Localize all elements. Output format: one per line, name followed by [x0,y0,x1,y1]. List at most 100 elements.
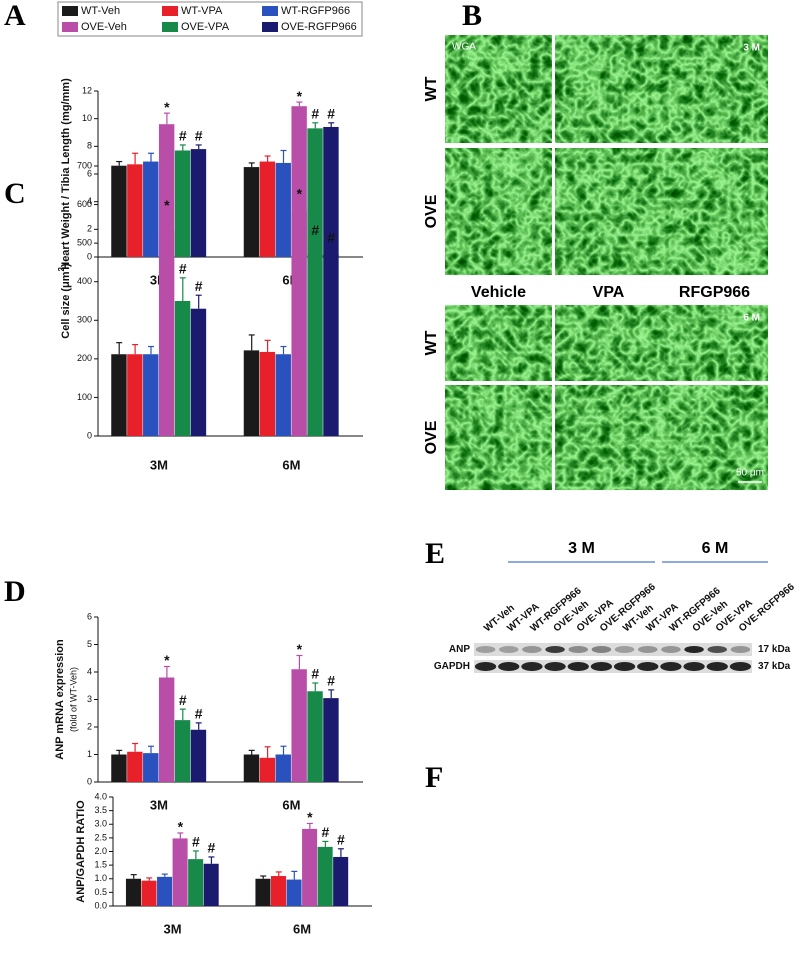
bar [259,351,276,436]
y-tick-label: 3.5 [94,805,107,815]
significance-mark: # [208,840,216,856]
blot-band [591,646,612,653]
blot-band [567,662,589,671]
bar [203,863,219,906]
y-label-text: ANP/GAPDH RATIO [75,800,87,903]
significance-mark: # [321,824,329,840]
significance-mark: # [195,128,203,144]
micrograph [661,385,768,490]
blot-strip [474,643,752,656]
y-tick-label: 2 [87,721,92,731]
panel-label: A [4,0,26,32]
panel-label: B [462,0,482,32]
x-tick-label: 6M [282,797,300,812]
bar [259,161,276,257]
y-tick-label: 0 [87,430,92,440]
y-axis-note: (fold of WT-Veh) [68,667,78,732]
bar [275,162,291,257]
legend-label: WT-RGFP966 [281,5,350,17]
bar [307,691,323,782]
bar [174,720,191,782]
blot-band [683,662,705,671]
legend-swatch [162,6,178,16]
blot-band [498,662,520,671]
micrograph [555,35,662,143]
y-tick-label: 3 [87,694,92,704]
blot-band [475,646,496,653]
micrograph [445,305,552,381]
y-tick-label: 4.0 [94,791,107,801]
x-tick-label: 3M [150,457,168,472]
y-label-suffix: ) [60,263,72,267]
bar-chart: 0 2 4 6 8 10 12 Heart Weight / Tibia Length (mg… [60,78,363,287]
bar [158,124,175,257]
micrograph [661,35,768,143]
bar [188,859,204,906]
time-label: 3 M [743,43,760,54]
blot-size-label: 37 kDa [758,661,791,672]
blot-band [637,662,659,671]
bar [125,878,141,906]
micrograph [555,305,662,381]
legend-swatch [262,6,278,16]
significance-mark: * [164,652,170,668]
y-tick-label: 0.5 [94,887,107,897]
y-tick-label: 100 [77,392,92,402]
legend-box [57,1,363,37]
significance-mark: # [195,278,203,294]
significance-mark: # [311,222,319,238]
bar [143,161,159,257]
bar [190,729,207,782]
y-tick-label: 2.0 [94,846,107,856]
legend-swatch [162,22,178,32]
panel-label: D [4,575,26,608]
panel-label: E [425,537,445,570]
y-label-text: ANP mRNA expression [54,639,66,760]
significance-mark: * [178,819,184,835]
significance-mark: # [311,666,319,682]
bar [291,211,307,436]
blot-band [706,662,728,671]
y-axis-label: ANP/GAPDH RATIO [75,800,87,903]
y-label-text: Heart Weight / Tibia Length (mg/mm) [60,78,72,270]
bar [323,698,339,782]
blot-band [730,646,751,653]
blot-band [638,646,658,653]
column-label: RFGP966 [679,284,750,301]
blot-band [590,662,613,671]
y-tick-label: 12 [82,85,92,95]
y-tick-label: 300 [77,315,92,325]
y-tick-label: 3.0 [94,819,107,829]
blot-row-label: GAPDH [434,661,470,672]
row-label: OVE [423,420,440,454]
micrograph [661,148,768,275]
y-tick-label: 500 [77,238,92,248]
y-tick-label: 4 [87,666,92,676]
bar [174,150,191,257]
y-tick-label: 700 [77,160,92,170]
blot-band [521,662,543,671]
group-label: 6 M [702,540,729,557]
x-tick-label: 6M [293,921,311,936]
y-tick-label: 0 [87,251,92,261]
bar [323,254,339,436]
significance-mark: * [297,88,303,104]
bar [286,879,302,906]
panel-label: C [4,177,26,210]
bar [243,350,260,436]
blot-band [545,646,565,653]
row-label: WT [423,330,440,355]
significance-mark: * [297,186,303,202]
blot-band [707,646,727,653]
legend-label: OVE-VPA [181,21,230,33]
y-tick-label: 6 [87,168,92,178]
bar [259,757,276,782]
y-tick-label: 1.0 [94,873,107,883]
legend-swatch [62,6,78,16]
blot-band [661,646,681,653]
legend-label: WT-Veh [81,5,120,17]
scale-label: 50 μm [736,468,764,479]
significance-mark: * [307,809,313,825]
significance-mark: # [337,831,345,847]
y-axis-label: ANP mRNA expression [54,639,66,760]
